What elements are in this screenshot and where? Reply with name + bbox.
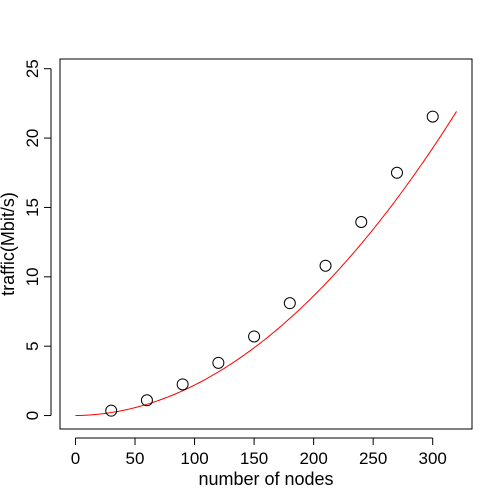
x-axis-title: number of nodes [198,469,333,489]
x-tick-label: 250 [359,449,387,468]
y-axis: 0 5 10 15 20 25 [23,59,52,420]
data-point [426,110,439,123]
data-point [212,356,225,369]
y-tick-label: 0 [23,411,42,420]
x-tick-label: 200 [299,449,327,468]
x-tick-label: 0 [71,449,80,468]
data-points-layer [105,110,439,417]
data-point [176,378,189,391]
x-tick-label: 300 [419,449,447,468]
data-point [355,216,368,229]
y-tick-label: 10 [23,267,42,286]
data-point [105,404,118,417]
fit-curve-line [75,111,457,417]
x-tick-label: 50 [126,449,145,468]
y-axis-title: traffic(Mbit/s) [0,192,18,296]
x-tick-label: 100 [180,449,208,468]
plot-frame [59,58,473,430]
data-point [140,394,153,407]
data-point [248,330,261,343]
fit-curve-layer [75,111,457,417]
data-point [319,259,332,272]
y-tick-label: 5 [23,341,42,350]
x-tick-label: 150 [240,449,268,468]
data-point [390,166,403,179]
y-tick-label: 25 [23,59,42,78]
y-tick-label: 15 [23,198,42,217]
data-point [283,297,296,310]
x-axis: 0 50 100 150 200 250 300 [71,437,447,468]
y-tick-label: 20 [23,129,42,148]
